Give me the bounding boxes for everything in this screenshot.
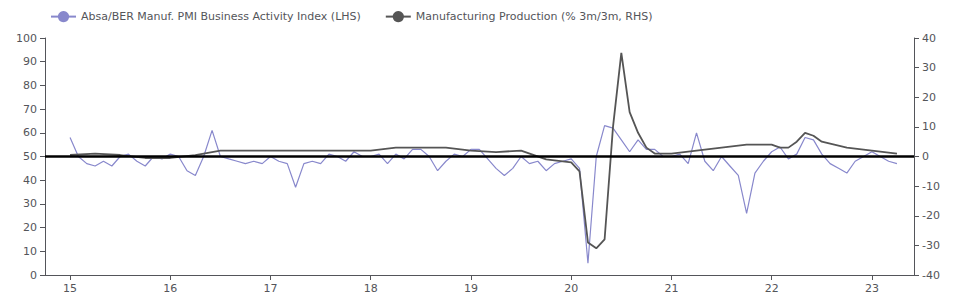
svg-text:80: 80: [23, 79, 37, 92]
svg-text:20: 20: [922, 91, 936, 104]
svg-text:18: 18: [364, 282, 378, 295]
svg-text:-40: -40: [922, 269, 940, 282]
svg-text:0: 0: [30, 269, 37, 282]
svg-text:19: 19: [464, 282, 478, 295]
svg-text:Absa/BER Manuf. PMI Business A: Absa/BER Manuf. PMI Business Activity In…: [81, 10, 361, 23]
svg-text:-30: -30: [922, 239, 940, 252]
svg-text:90: 90: [23, 55, 37, 68]
svg-text:-10: -10: [922, 180, 940, 193]
svg-text:70: 70: [23, 103, 37, 116]
svg-text:10: 10: [922, 120, 936, 133]
svg-text:40: 40: [922, 32, 936, 45]
svg-text:23: 23: [865, 282, 879, 295]
svg-text:60: 60: [23, 126, 37, 139]
svg-text:0: 0: [922, 150, 929, 163]
svg-text:100: 100: [16, 32, 37, 45]
svg-text:40: 40: [23, 174, 37, 187]
svg-text:30: 30: [23, 197, 37, 210]
svg-text:20: 20: [564, 282, 578, 295]
svg-text:20: 20: [23, 221, 37, 234]
svg-text:15: 15: [63, 282, 77, 295]
svg-text:50: 50: [23, 150, 37, 163]
svg-text:17: 17: [264, 282, 278, 295]
svg-text:30: 30: [922, 61, 936, 74]
svg-text:Manufacturing Production (% 3m: Manufacturing Production (% 3m/3m, RHS): [416, 10, 653, 23]
svg-text:16: 16: [163, 282, 177, 295]
svg-text:10: 10: [23, 245, 37, 258]
svg-text:21: 21: [664, 282, 678, 295]
svg-text:-20: -20: [922, 209, 940, 222]
svg-text:22: 22: [765, 282, 779, 295]
